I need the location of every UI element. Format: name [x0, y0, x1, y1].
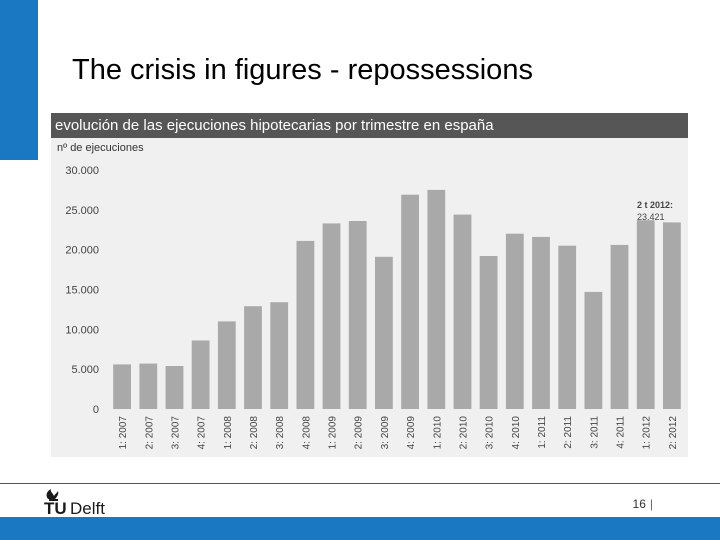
x-tick-label: 1: 2007 [118, 416, 129, 450]
y-tick-label: 0 [93, 404, 99, 416]
x-tick-label: 1: 2010 [432, 416, 443, 450]
x-tick-label: 4: 2011 [616, 416, 627, 449]
x-tick-label: 2: 2011 [563, 416, 574, 449]
tu-delft-logo: TU Delft [44, 489, 105, 517]
bar [244, 306, 262, 409]
bar [505, 233, 524, 409]
y-tick-label: 20.000 [65, 245, 99, 257]
page-number: 16 | [633, 497, 653, 511]
x-tick-label: 1: 2008 [223, 416, 234, 450]
x-tick-label: 2: 2012 [668, 416, 679, 450]
y-axis-label: nº de ejecuciones [57, 142, 144, 154]
bar [165, 366, 184, 409]
x-tick-label: 4: 2008 [301, 416, 312, 450]
x-tick-label: 4: 2009 [406, 416, 417, 450]
x-tick-label: 2: 2008 [249, 416, 260, 450]
bar [636, 220, 655, 409]
x-tick-label: 2: 2007 [144, 416, 155, 450]
x-tick-label: 1: 2012 [642, 416, 653, 450]
bar [558, 245, 577, 409]
bar [401, 194, 419, 409]
footer-divider [0, 483, 720, 484]
bar [113, 364, 131, 409]
bar [217, 321, 236, 409]
logo-tu: TU [44, 499, 67, 517]
x-tick-label: 3: 2009 [380, 416, 391, 450]
page-separator: | [649, 497, 653, 511]
flame-icon [46, 489, 59, 501]
y-tick-label: 25.000 [65, 205, 99, 217]
x-tick-label: 2: 2009 [354, 416, 365, 450]
x-tick-label: 3: 2008 [275, 416, 286, 450]
bar [296, 240, 315, 409]
bar [270, 302, 289, 409]
x-tick-label: 2: 2010 [459, 416, 470, 450]
y-tick-label: 10.000 [65, 324, 99, 336]
annotation-title: 2 t 2012: [637, 200, 674, 210]
slide-title: The crisis in figures - repossessions [72, 54, 533, 86]
y-tick-label: 30.000 [65, 165, 99, 177]
bar [610, 244, 629, 409]
y-tick-label: 5.000 [71, 364, 99, 376]
x-tick-label: 1: 2009 [328, 416, 339, 450]
x-tick-label: 1: 2011 [537, 416, 548, 449]
chart-panel: evolución de las ejecuciones hipotecaria… [51, 113, 688, 457]
x-tick-label: 3: 2007 [171, 416, 182, 450]
bar-chart: 0 5.000 10.000 15.000 20.000 25.000 30.000 1: 2… [65, 165, 681, 450]
x-tick-label: 4: 2007 [197, 416, 208, 450]
x-tick-label: 3: 2011 [589, 416, 600, 449]
bar [427, 189, 446, 409]
x-tick-label: 4: 2010 [511, 416, 522, 450]
bar [139, 363, 158, 409]
chart-annotation: 2 t 2012: 23.421 [637, 199, 673, 223]
page-number-value: 16 [632, 497, 646, 511]
bar [532, 236, 550, 409]
bar [322, 223, 341, 409]
bar [453, 214, 472, 409]
bar [584, 291, 603, 409]
logo-delft: Delft [70, 499, 105, 517]
bar [191, 340, 210, 409]
y-tick-label: 15.000 [65, 285, 99, 297]
bar [375, 256, 393, 409]
annotation-value: 23.421 [637, 212, 665, 222]
accent-bar [0, 0, 38, 160]
bar [348, 221, 367, 409]
x-tick-label: 3: 2010 [485, 416, 496, 450]
bar [663, 222, 681, 409]
bar [479, 256, 498, 409]
footer-band [0, 517, 720, 540]
chart-title: evolución de las ejecuciones hipotecaria… [51, 113, 688, 138]
